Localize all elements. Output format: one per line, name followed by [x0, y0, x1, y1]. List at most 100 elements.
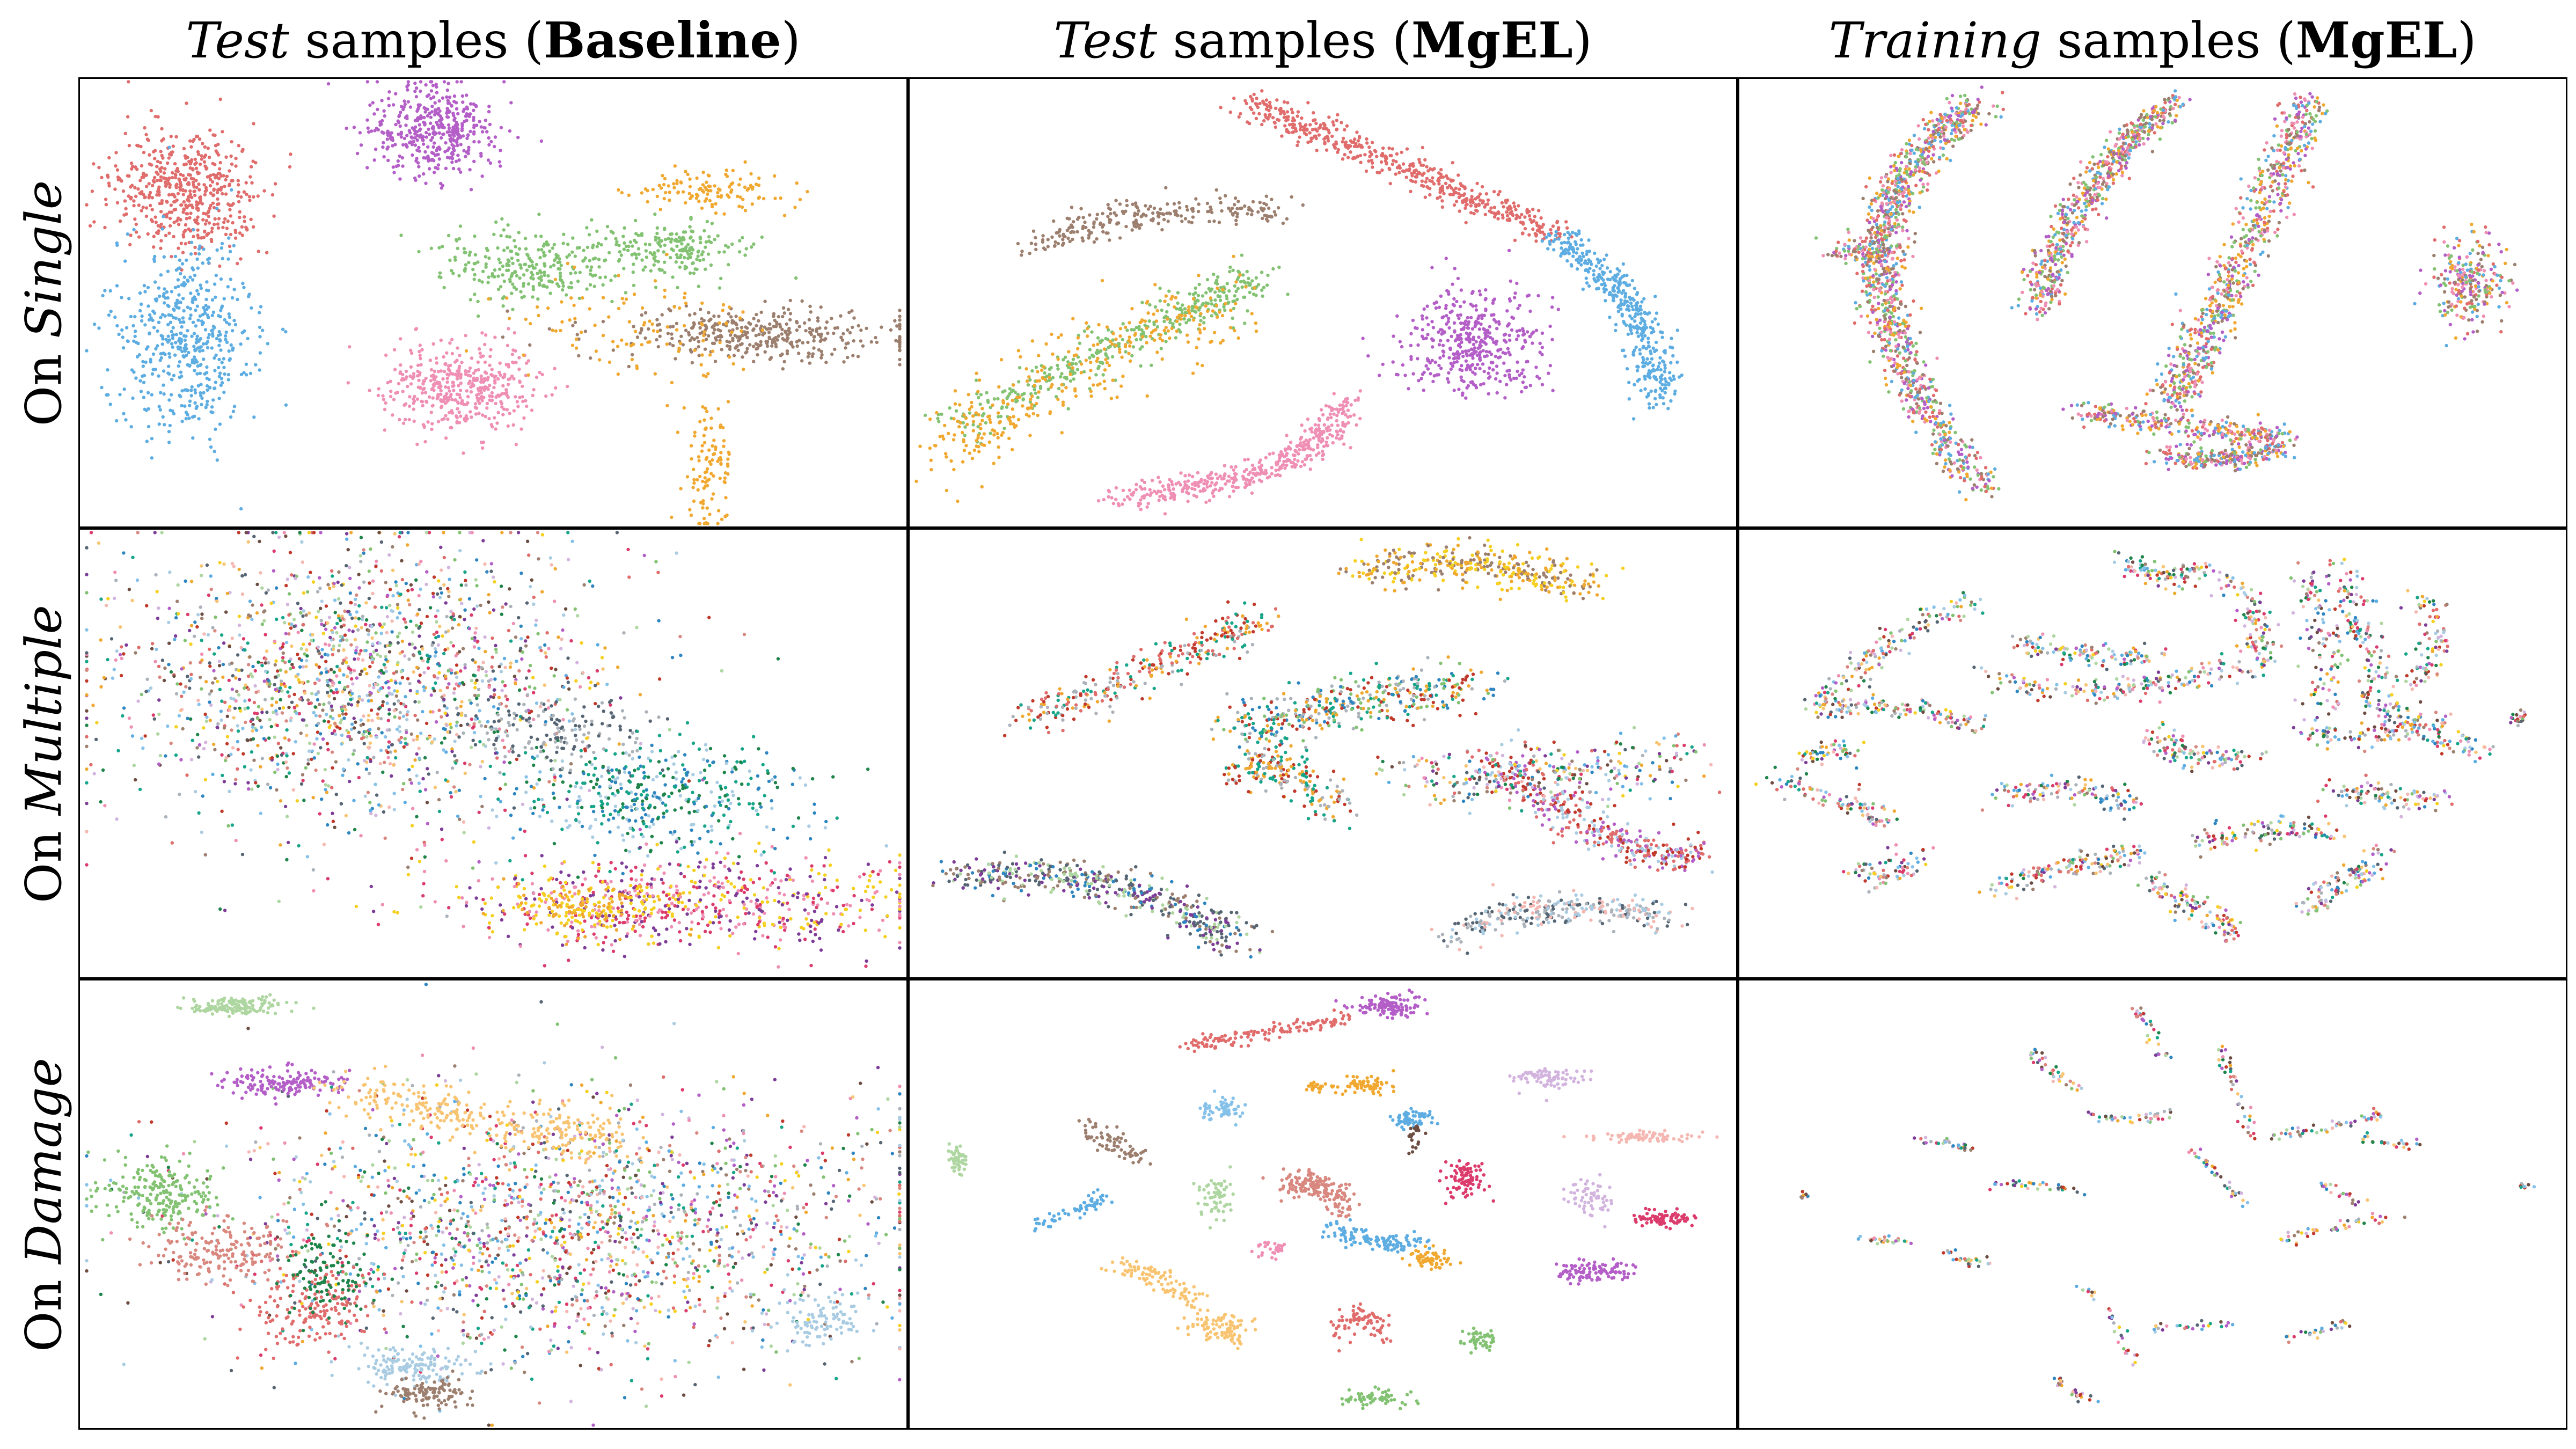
point-1202 [979, 393, 983, 396]
point-1097 [1104, 231, 1108, 235]
point-2055 [571, 236, 574, 239]
point-1486 [493, 335, 496, 339]
point-1067 [448, 96, 451, 99]
point-861 [1663, 363, 1666, 367]
point-453 [1332, 123, 1335, 127]
point-1817 [1017, 396, 1020, 399]
point-1393 [1083, 330, 1086, 333]
point-52 [170, 203, 173, 207]
point-1649 [1071, 317, 1074, 320]
point-1615 [978, 378, 981, 382]
point-731 [195, 289, 199, 292]
point-1039 [190, 335, 193, 338]
point-218 [1337, 148, 1340, 151]
point-479 [1565, 226, 1569, 230]
point-1442 [441, 126, 444, 129]
point-2358 [680, 242, 683, 245]
point-141 [217, 226, 220, 230]
point-948 [183, 275, 186, 279]
point-1047 [1136, 206, 1139, 209]
point-699 [1653, 317, 1657, 320]
point-770 [1648, 311, 1651, 314]
point-484 [205, 188, 208, 192]
point-1748 [405, 370, 408, 373]
point-491 [1457, 173, 1460, 177]
point-848 [217, 358, 221, 361]
point-1344 [415, 95, 418, 98]
point-401 [1446, 177, 1450, 180]
point-1904 [560, 264, 563, 267]
point-703 [1592, 273, 1595, 276]
point-1879 [418, 371, 421, 375]
point-1619 [519, 427, 523, 430]
point-1897 [486, 402, 489, 405]
point-409 [1343, 128, 1346, 131]
point-2699 [738, 343, 742, 346]
point-431 [1527, 210, 1531, 213]
point-488 [1507, 208, 1510, 211]
point-2147 [593, 284, 596, 288]
point-475 [189, 160, 193, 163]
point-759 [202, 321, 205, 324]
point-733 [169, 408, 172, 412]
point-2122 [524, 237, 527, 240]
point-956 [258, 326, 261, 329]
point-2497 [898, 335, 901, 339]
point-839 [1548, 240, 1551, 243]
point-604 [192, 345, 195, 348]
point-1563 [460, 399, 464, 402]
point-440 [1459, 182, 1462, 185]
point-2069 [522, 282, 525, 285]
point-318 [134, 165, 137, 169]
point-1691 [524, 399, 527, 402]
point-892 [1616, 273, 1620, 276]
point-2351 [674, 239, 677, 242]
point-1060 [1184, 217, 1187, 220]
point-853 [163, 301, 166, 304]
point-1838 [421, 391, 424, 394]
point-1461 [452, 100, 456, 103]
point-515 [200, 154, 203, 157]
point-1742 [1064, 386, 1067, 389]
point-493 [1510, 210, 1513, 213]
point-217 [248, 175, 252, 178]
point-971 [160, 356, 163, 360]
point-1681 [1110, 397, 1113, 400]
point-3013 [701, 339, 705, 342]
point-1432 [1198, 283, 1201, 286]
point-1155 [487, 105, 491, 108]
point-1706 [494, 402, 497, 405]
point-2842 [727, 195, 730, 199]
point-1291 [1121, 338, 1124, 341]
point-72 [234, 164, 237, 167]
point-980 [93, 323, 96, 326]
point-1450 [405, 117, 408, 120]
point-1335 [1232, 307, 1235, 310]
point-2771 [793, 206, 796, 209]
point-257 [172, 144, 175, 148]
point-1853 [477, 361, 480, 364]
point-1226 [1271, 267, 1275, 270]
point-25 [1260, 123, 1263, 126]
point-1768 [928, 447, 932, 450]
point-1608 [1145, 341, 1148, 344]
point-2632 [702, 319, 706, 322]
point-2843 [745, 188, 749, 192]
point-1033 [217, 330, 221, 333]
point-1072 [1072, 220, 1075, 223]
point-977 [1081, 227, 1084, 230]
point-1878 [433, 376, 436, 379]
point-2109 [561, 281, 565, 284]
point-459 [222, 221, 225, 224]
point-3000 [546, 306, 550, 310]
point-1776 [945, 455, 948, 458]
point-1682 [1179, 317, 1182, 320]
point-3058 [656, 330, 659, 333]
point-246 [208, 128, 211, 131]
point-812 [1653, 397, 1657, 400]
point-205 [127, 174, 130, 178]
point-2532 [820, 353, 823, 356]
point-560 [1613, 289, 1616, 292]
point-1123 [1062, 241, 1065, 245]
point-1577 [1153, 339, 1156, 342]
